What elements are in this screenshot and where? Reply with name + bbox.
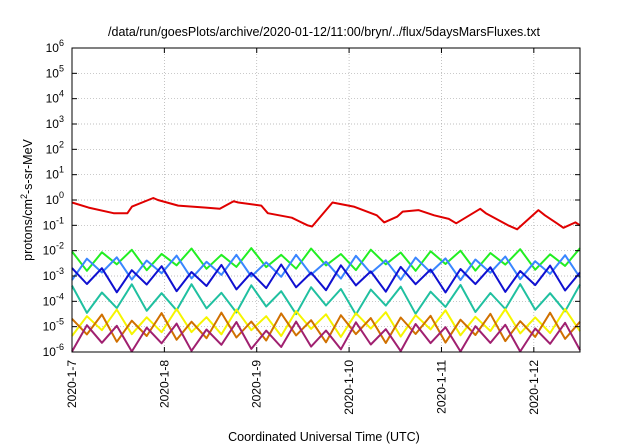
x-tick-label: 2020-1-8 <box>157 360 171 408</box>
series-line <box>71 253 581 281</box>
y-tick-label: 101 <box>46 165 64 182</box>
y-tick-label: 10-2 <box>43 241 64 258</box>
y-axis: 10-6 10-5 10-4 10-3 10-2 10-1 100 101 102 103 104 1… <box>43 38 580 359</box>
x-axis: 2020-1-7 2020-1-8 2020-1-9 2020-1-10 2020-1-… <box>65 48 541 415</box>
y-axis-label: protons/cm2-s-sr-MeV <box>19 138 35 260</box>
x-axis-label: Coordinated Universal Time (UTC) <box>228 430 420 444</box>
series-line <box>71 320 581 353</box>
y-tick-label: 10-6 <box>43 342 64 359</box>
y-tick-label: 100 <box>46 190 64 207</box>
y-tick-label: 106 <box>46 38 64 55</box>
series-line <box>71 283 581 316</box>
y-tick-label: 10-4 <box>43 291 64 308</box>
series-lines <box>71 197 581 353</box>
chart-title: /data/run/goesPlots/archive/2020-01-12/1… <box>108 25 540 39</box>
y-tick-label: 105 <box>46 63 64 80</box>
y-tick-label: 102 <box>46 139 64 156</box>
y-tick-label: 10-5 <box>43 317 64 334</box>
y-tick-label: 104 <box>46 89 64 106</box>
x-tick-label: 2020-1-10 <box>342 360 356 415</box>
x-tick-label: 2020-1-7 <box>65 360 79 408</box>
series-line <box>71 247 581 272</box>
x-tick-label: 2020-1-11 <box>434 360 448 414</box>
series-line <box>71 263 581 294</box>
series-line <box>71 197 581 231</box>
y-tick-label: 10-1 <box>43 215 64 232</box>
series-line <box>71 311 581 344</box>
y-tick-label: 103 <box>46 114 64 131</box>
y-tick-label: 10-3 <box>43 266 64 283</box>
x-tick-label: 2020-1-12 <box>527 360 541 415</box>
x-tick-label: 2020-1-9 <box>250 360 264 408</box>
